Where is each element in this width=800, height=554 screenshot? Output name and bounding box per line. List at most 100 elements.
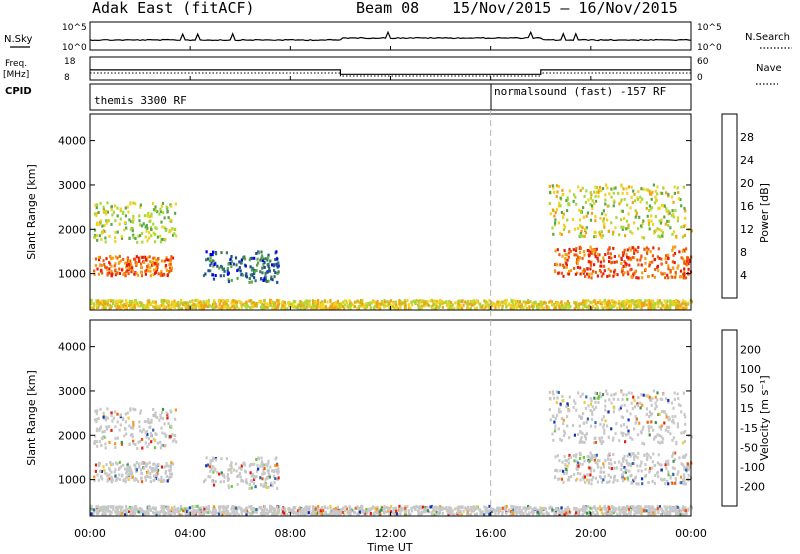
- velocity-cell: [611, 438, 615, 442]
- velocity-cell: [97, 461, 100, 465]
- velocity-cell: [96, 409, 99, 413]
- power-cell: [213, 263, 216, 266]
- power-cell: [666, 219, 669, 223]
- velocity-cell: [610, 467, 614, 470]
- power-cell: [567, 269, 571, 273]
- velocity-cell: [125, 507, 128, 511]
- velocity-cell: [110, 480, 113, 484]
- velocity-cell: [553, 420, 556, 424]
- velocity-cell: [622, 479, 625, 483]
- velocity-cell: [154, 415, 157, 419]
- velocity-cell: [555, 401, 558, 405]
- power-cell: [538, 306, 541, 310]
- power-cell: [562, 263, 565, 267]
- power-cell: [577, 304, 580, 308]
- power-cell: [677, 307, 680, 311]
- power-cell: [644, 268, 647, 271]
- velocity-cell: [553, 396, 556, 400]
- power-cell: [671, 209, 674, 213]
- cpid-panel-frame: [89, 83, 692, 111]
- velocity-cell: [205, 464, 208, 468]
- velocity-cell: [286, 513, 289, 517]
- velocity-cell: [117, 511, 120, 515]
- power-cell: [554, 221, 557, 225]
- velocity-cell: [587, 404, 590, 408]
- power-cell: [338, 304, 341, 308]
- power-cell: [581, 186, 584, 190]
- velocity-cell: [96, 473, 99, 477]
- velocity-cell: [152, 408, 155, 411]
- velocity-cell: [598, 505, 602, 509]
- power-cell: [559, 231, 562, 235]
- power-cell: [163, 259, 166, 263]
- power-cell: [609, 269, 612, 273]
- velocity-cell: [210, 467, 213, 471]
- velocity-cell: [429, 505, 432, 509]
- power-cell: [196, 298, 199, 302]
- power-cell: [344, 303, 347, 307]
- power-cell: [167, 305, 170, 309]
- power-cell: [667, 192, 670, 196]
- velocity-cell: [532, 510, 535, 514]
- velocity-cell: [658, 425, 661, 429]
- velocity-cell: [660, 507, 663, 511]
- power-cell: [624, 301, 627, 305]
- power-cell: [132, 214, 135, 218]
- velocity-cell: [234, 506, 237, 510]
- power-cell: [651, 206, 654, 210]
- power-cell: [629, 257, 632, 260]
- velocity-cell: [660, 468, 663, 472]
- velocity-cell: [106, 478, 109, 481]
- power-cell: [110, 272, 114, 276]
- velocity-cell: [577, 432, 580, 436]
- power-cell: [137, 234, 140, 238]
- velocity-cell: [361, 508, 364, 512]
- power-cell: [376, 299, 379, 303]
- velocity-cell: [597, 395, 600, 398]
- power-cell: [520, 303, 523, 307]
- velocity-cell: [588, 455, 591, 459]
- velocity-cell: [656, 507, 659, 510]
- velocity-cell: [653, 463, 656, 467]
- power-cell: [543, 301, 546, 304]
- power-cell: [593, 231, 596, 234]
- velocity-cell: [563, 431, 567, 435]
- power-cell: [320, 300, 324, 304]
- velocity-cell: [622, 470, 625, 474]
- power-cell: [654, 306, 657, 310]
- velocity-cell: [163, 479, 166, 483]
- power-cell: [163, 307, 166, 311]
- velocity-cell: [220, 505, 223, 509]
- velocity-cell: [314, 507, 317, 511]
- velocity-cell: [626, 409, 629, 413]
- velocity-cell: [647, 425, 650, 429]
- power-cell: [264, 278, 267, 282]
- velocity-cell: [344, 505, 347, 509]
- power-cell: [663, 272, 666, 275]
- velocity-cell: [90, 512, 93, 516]
- power-cell: [471, 299, 474, 303]
- power-cell: [145, 223, 148, 227]
- power-cell: [141, 256, 144, 259]
- power-cell: [536, 304, 539, 308]
- power-cell: [561, 188, 564, 192]
- velocity-cell: [581, 513, 584, 517]
- power-cell: [606, 307, 609, 311]
- velocity-cell: [509, 509, 512, 513]
- velocity-cell: [194, 504, 197, 508]
- power-cell: [179, 307, 182, 311]
- power-cell: [635, 276, 638, 280]
- power-cell: [647, 220, 651, 224]
- velocity-cell: [557, 427, 560, 431]
- velocity-cell: [618, 510, 621, 514]
- power-cell: [584, 200, 587, 204]
- velocity-cell: [155, 513, 158, 517]
- power-cell: [645, 201, 648, 205]
- velocity-cell: [302, 510, 305, 514]
- power-cell: [253, 272, 256, 275]
- velocity-cell: [149, 508, 152, 512]
- power-cell: [498, 301, 501, 305]
- velocity-cell: [360, 504, 363, 508]
- velocity-cell: [417, 512, 420, 516]
- velocity-cell: [273, 507, 277, 511]
